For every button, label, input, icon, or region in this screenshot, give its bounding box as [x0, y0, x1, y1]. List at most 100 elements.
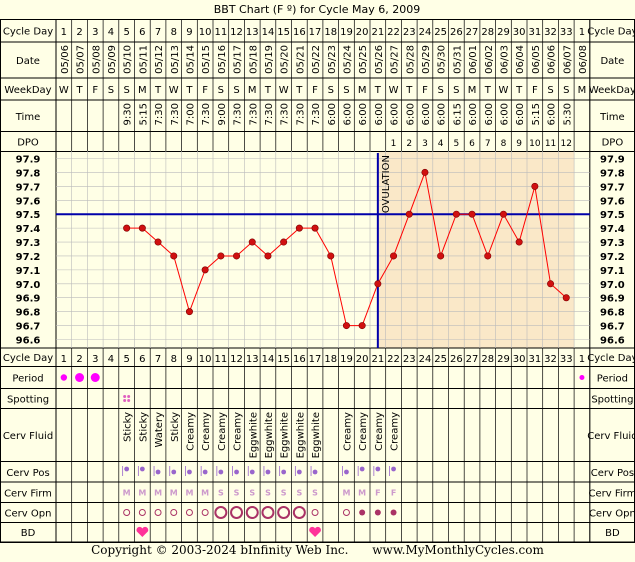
cerv-firm-label: M — [138, 489, 146, 498]
footer: Copyright © 2003-2024 bInfinity Web Inc.… — [0, 543, 635, 557]
temp-point — [452, 210, 460, 218]
cerv-pos-dot — [202, 469, 208, 475]
row-label-left: Cerv Fluid — [3, 431, 53, 442]
date-label: 05/24 — [342, 45, 353, 74]
period-dot — [579, 375, 585, 380]
y-tick-label-left: 97.6 — [16, 196, 41, 207]
temp-point — [358, 322, 366, 330]
cerv-pos-dot — [124, 466, 130, 472]
cycle-day-label-bottom: 10 — [199, 354, 212, 365]
date-label: 05/29 — [421, 45, 432, 74]
period-dot — [90, 373, 100, 382]
date-label: 05/19 — [264, 45, 275, 74]
temp-point — [217, 252, 225, 260]
cerv-firm-label: F — [391, 489, 396, 498]
cycle-day-label: 30 — [513, 27, 526, 38]
cerv-opn-large — [245, 506, 259, 519]
temp-line-segment — [471, 214, 489, 257]
cycle-day-label: 18 — [324, 27, 337, 38]
y-tick-label-left: 96.6 — [16, 336, 41, 347]
date-label: 06/06 — [547, 45, 558, 74]
y-tick-label-right: 96.6 — [600, 336, 625, 347]
cerv-fluid-label: Eggwhite — [248, 412, 259, 458]
cycle-day-label-bottom: 26 — [450, 354, 463, 365]
weekday-label: F — [532, 85, 538, 96]
time-label: 7:30 — [233, 103, 244, 125]
cycle-day-label: 9 — [186, 27, 192, 38]
cerv-firm-label: S — [265, 489, 271, 498]
cycle-day-label: 13 — [246, 27, 259, 38]
time-label: 7:30 — [201, 103, 212, 125]
weekday-label: S — [233, 85, 239, 96]
cerv-opn-small — [311, 509, 319, 516]
weekday-label: T — [295, 85, 303, 96]
cerv-firm-label: S — [312, 489, 318, 498]
cycle-day-label-bottom: 21 — [371, 354, 384, 365]
time-label: 6:00 — [327, 103, 338, 125]
dpo-label: 8 — [501, 139, 507, 149]
cycle-day-label: 11 — [214, 27, 227, 38]
weekday-label: W — [389, 85, 399, 96]
cerv-opn-closed — [390, 509, 397, 516]
cerv-opn-closed — [359, 509, 366, 516]
y-tick-label-left: 97.8 — [16, 168, 41, 179]
date-label: 05/09 — [107, 45, 118, 74]
y-tick-label-right: 97.0 — [600, 280, 625, 291]
row-label-left: Cycle Day — [3, 353, 53, 364]
date-label: 05/16 — [217, 45, 228, 74]
temp-point — [311, 224, 319, 232]
temp-point — [562, 294, 570, 302]
cerv-firm-label: M — [342, 489, 350, 498]
temp-line-segment — [487, 214, 504, 257]
cycle-day-label-bottom: 20 — [356, 354, 369, 365]
cerv-firm-label: M — [123, 489, 131, 498]
time-label: 6:00 — [358, 103, 369, 125]
cycle-day-label-bottom: 33 — [560, 354, 573, 365]
row-label-left: WeekDay — [4, 85, 51, 96]
weekday-label: F — [422, 85, 428, 96]
dpo-label: 6 — [469, 139, 475, 149]
cerv-pos-dot — [171, 469, 177, 475]
time-label: 6:00 — [421, 103, 432, 125]
weekday-label: S — [453, 85, 459, 96]
cerv-pos-dot — [155, 469, 161, 475]
dpo-label: 11 — [545, 139, 556, 149]
row-label-right: Cerv Firm — [588, 489, 635, 500]
weekday-label: W — [59, 85, 69, 96]
cerv-fluid-label: Eggwhite — [280, 412, 291, 458]
cerv-fluid-label: Creamy — [390, 412, 401, 451]
cerv-pos-dot — [139, 466, 145, 472]
time-label: 6:00 — [342, 103, 353, 125]
weekday-label: W — [169, 85, 179, 96]
cycle-day-label-bottom: 29 — [497, 354, 510, 365]
cycle-day-label-bottom: 1 — [61, 354, 67, 365]
temp-point — [484, 252, 492, 260]
cerv-pos-dot — [359, 466, 365, 472]
weekday-label: S — [343, 85, 349, 96]
date-label: 06/07 — [562, 45, 573, 74]
time-label: 7:30 — [248, 103, 259, 125]
cerv-fluid-label: Sticky — [123, 412, 134, 442]
date-label: 06/05 — [531, 45, 542, 74]
cycle-day-label: 33 — [560, 27, 573, 38]
cycle-day-label-bottom: 19 — [340, 354, 353, 365]
cycle-day-label: 20 — [356, 27, 369, 38]
weekday-label: T — [185, 85, 193, 96]
time-label: 6:00 — [468, 103, 479, 125]
row-label-left: Spotting — [7, 395, 49, 406]
row-label-right: Cerv Opn — [589, 509, 635, 520]
cycle-day-label: 24 — [419, 27, 432, 38]
period-dot — [60, 374, 68, 381]
row-label-left: Cerv Firm — [4, 489, 52, 500]
cycle-day-label-bottom: 4 — [108, 354, 114, 365]
date-label: 05/14 — [185, 45, 196, 74]
date-label: 06/03 — [499, 45, 510, 74]
row-label-right: Spotting — [591, 395, 633, 406]
y-tick-label-right: 97.4 — [600, 224, 625, 235]
weekday-label: F — [312, 85, 318, 96]
site-link[interactable]: www.MyMonthlyCycles.com — [372, 543, 544, 557]
cycle-day-label-bottom: 31 — [528, 354, 541, 365]
weekday-label: T — [374, 85, 382, 96]
time-label: 7:30 — [170, 103, 181, 125]
cerv-opn-small — [342, 509, 350, 516]
